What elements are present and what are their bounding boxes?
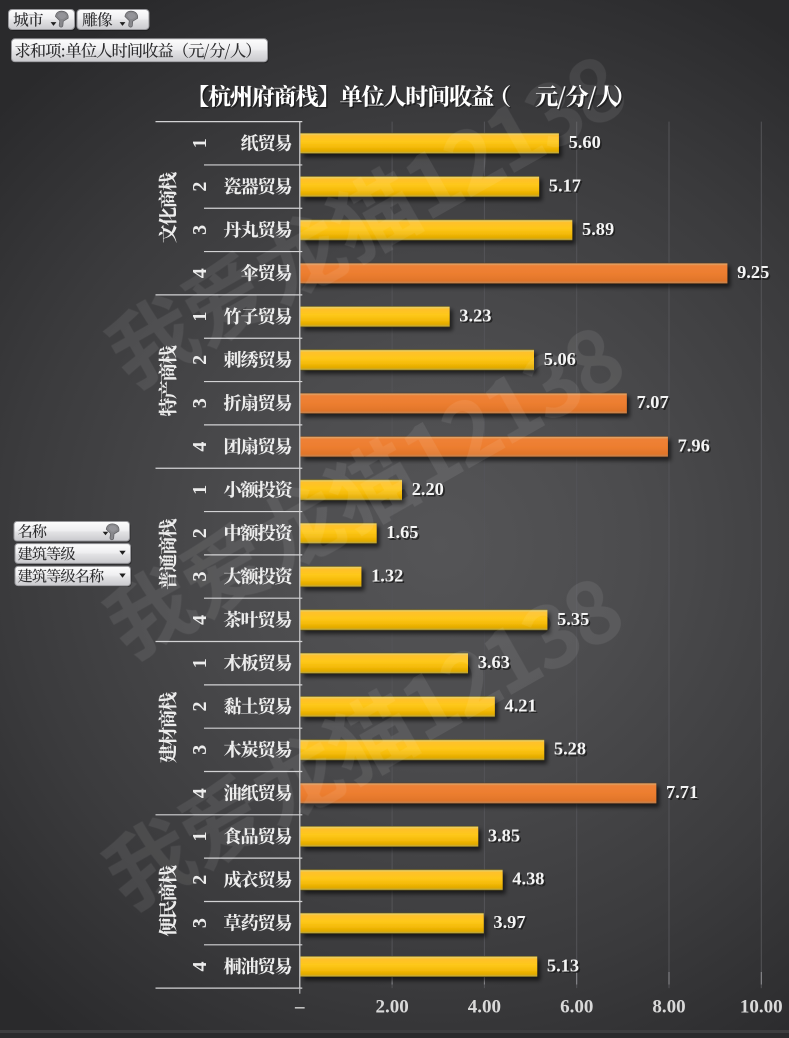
svg-text:1: 1 [189,832,211,842]
svg-text:4.00: 4.00 [468,997,501,1018]
svg-text:2.20: 2.20 [413,481,445,501]
svg-text:4: 4 [189,615,211,625]
svg-text:5.35: 5.35 [557,609,589,629]
svg-text:8.00: 8.00 [652,997,685,1018]
svg-text:4.21: 4.21 [506,697,538,717]
svg-text:4.38: 4.38 [514,870,546,890]
svg-text:1.32: 1.32 [373,567,405,587]
svg-text:3.85: 3.85 [488,825,520,845]
svg-text:2: 2 [189,702,211,712]
svg-text:3.23: 3.23 [461,307,493,327]
svg-text:3: 3 [189,225,211,235]
svg-text:5.35: 5.35 [559,611,591,631]
svg-text:3.97: 3.97 [495,914,527,934]
svg-text:1.65: 1.65 [386,522,418,542]
svg-text:5.60: 5.60 [569,132,601,152]
svg-text:4: 4 [189,788,211,798]
svg-text:2.00: 2.00 [375,997,408,1018]
svg-text:9.25: 9.25 [739,264,771,284]
svg-text:3.63: 3.63 [478,652,510,672]
svg-text:5.28: 5.28 [554,739,586,759]
svg-text:7.96: 7.96 [679,437,711,457]
svg-text:5.89: 5.89 [582,219,614,239]
svg-text:5.17: 5.17 [549,176,581,196]
svg-text:3.97: 3.97 [493,912,525,932]
svg-text:5.60: 5.60 [570,134,602,154]
svg-text:7.71: 7.71 [666,782,698,802]
svg-text:3: 3 [189,398,211,408]
svg-text:5.06: 5.06 [545,351,577,371]
svg-text:4: 4 [189,442,211,452]
svg-text:3.85: 3.85 [490,827,522,847]
svg-text:3.23: 3.23 [459,306,491,326]
svg-text:10.00: 10.00 [740,997,783,1018]
svg-text:4: 4 [189,962,211,972]
svg-text:2: 2 [189,182,211,192]
svg-text:5.28: 5.28 [556,740,588,760]
svg-text:6.00: 6.00 [560,997,593,1018]
svg-text:7.07: 7.07 [637,392,669,412]
svg-text:7.07: 7.07 [638,394,670,414]
svg-text:3: 3 [189,572,211,582]
svg-text:1: 1 [189,138,211,148]
svg-text:4.38: 4.38 [512,869,544,889]
svg-text:4: 4 [189,268,211,278]
svg-text:1: 1 [189,485,211,495]
svg-text:7.96: 7.96 [678,436,710,456]
svg-text:1: 1 [189,658,211,668]
svg-text:4.21: 4.21 [505,695,537,715]
svg-text:5.06: 5.06 [544,349,576,369]
svg-text:2: 2 [189,875,211,885]
svg-text:–: – [294,997,305,1018]
svg-text:2: 2 [189,528,211,538]
svg-text:5.13: 5.13 [549,957,581,977]
svg-text:3: 3 [189,918,211,928]
svg-text:1: 1 [189,312,211,322]
svg-text:2.20: 2.20 [412,479,444,499]
svg-text:3: 3 [189,745,211,755]
svg-text:9.25: 9.25 [737,262,769,282]
svg-text:1.32: 1.32 [371,565,403,585]
svg-text:5.13: 5.13 [547,955,579,975]
svg-text:7.71: 7.71 [668,784,700,804]
svg-text:5.89: 5.89 [584,221,616,241]
svg-text:3.63: 3.63 [479,654,511,674]
svg-text:1.65: 1.65 [388,524,420,544]
svg-text:2: 2 [189,355,211,365]
svg-text:5.17: 5.17 [551,177,583,197]
